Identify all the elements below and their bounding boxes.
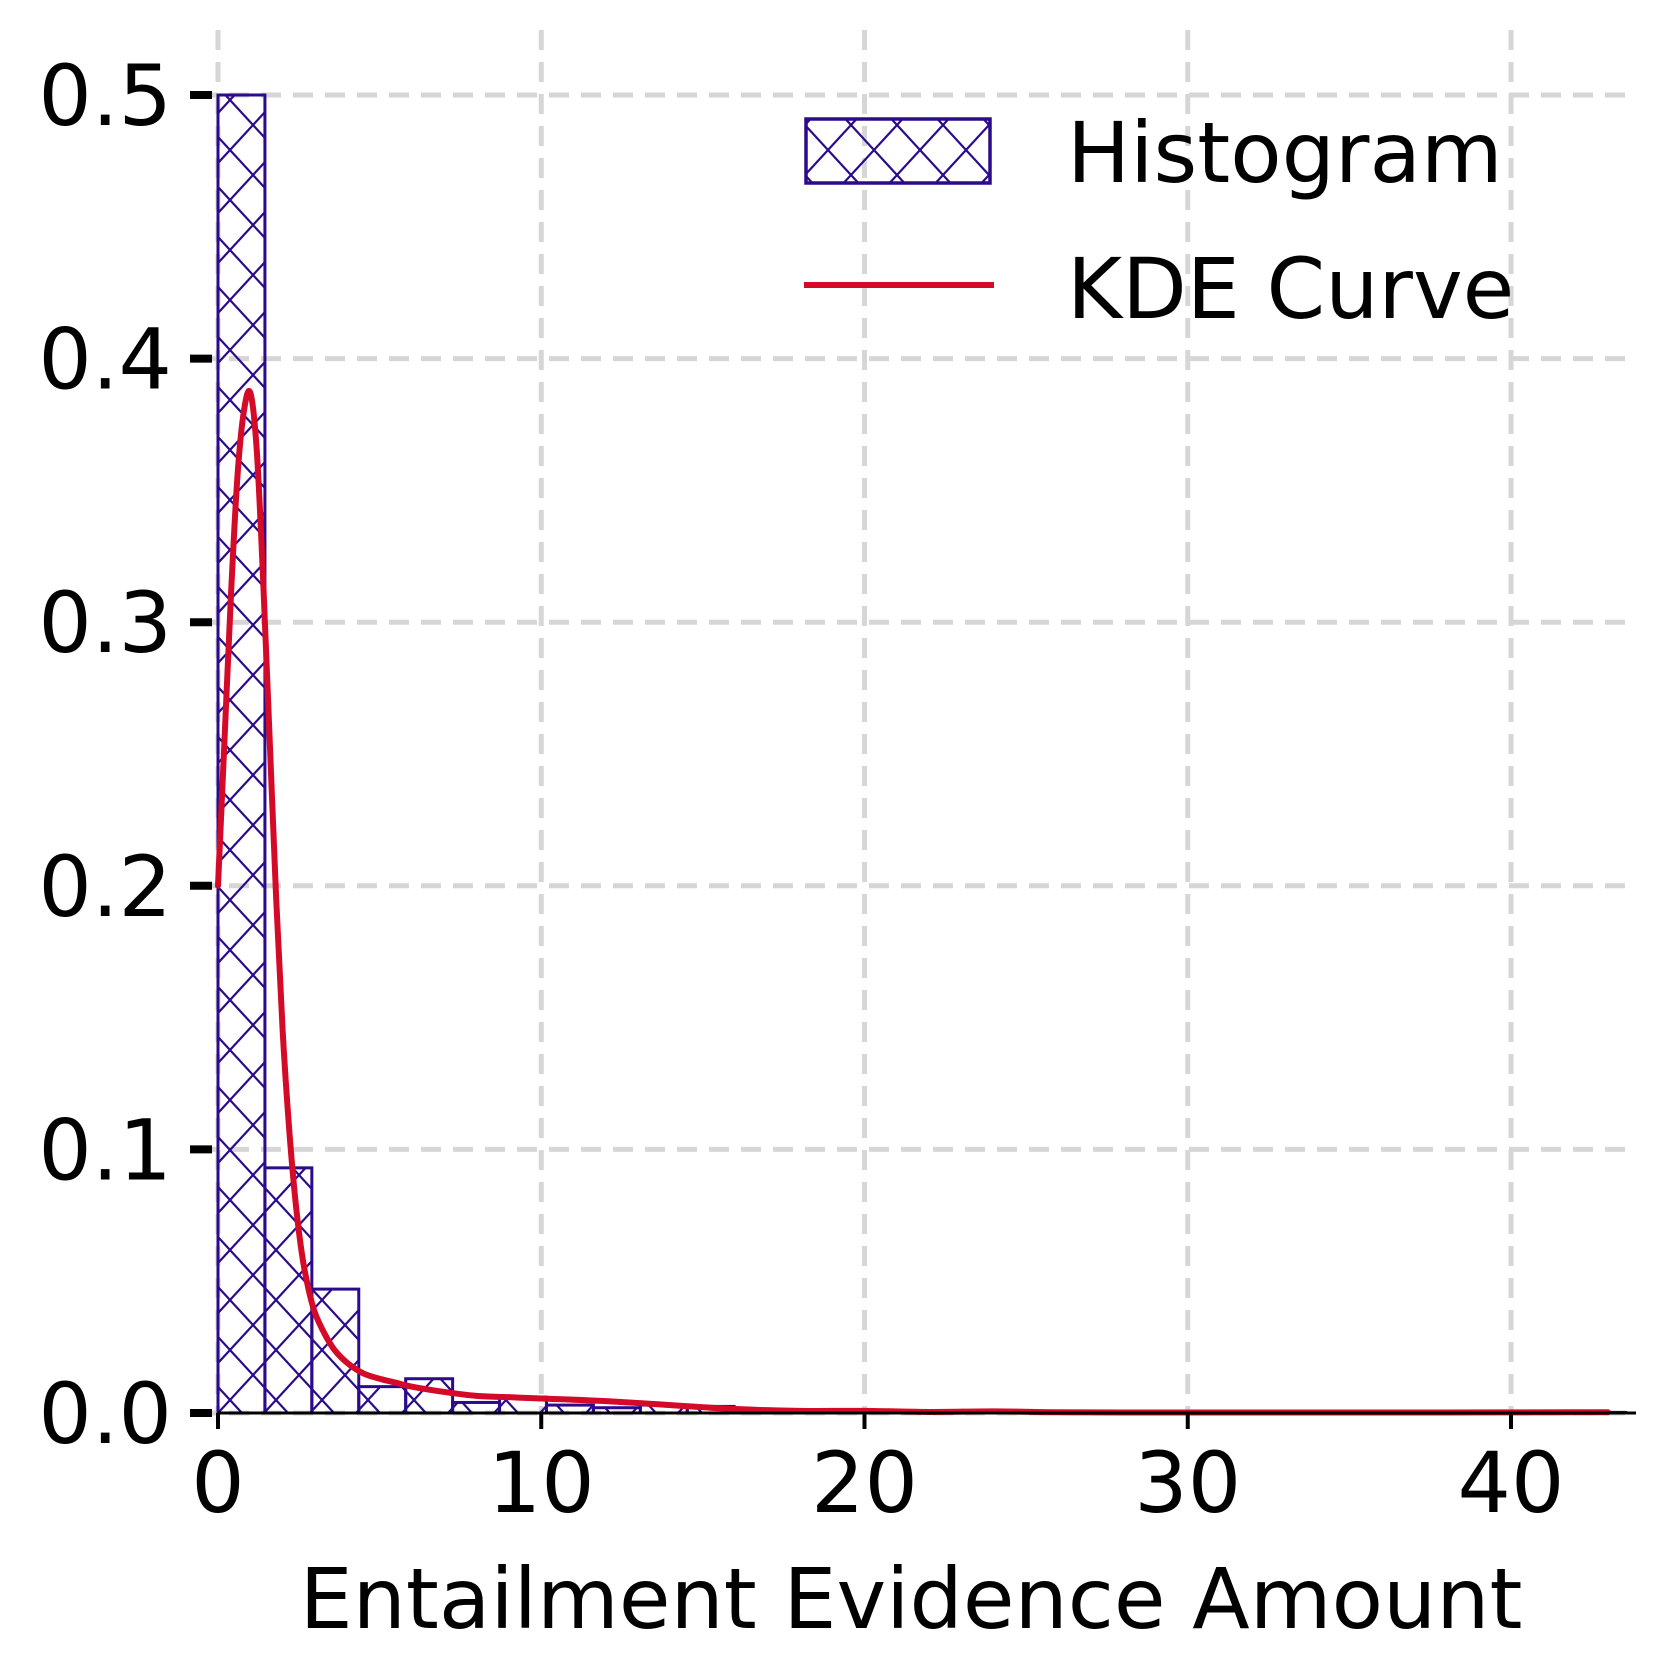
x-tick-label: 30	[1134, 1434, 1241, 1532]
legend: Histogram KDE Curve	[804, 104, 1514, 338]
x-tick-label: 20	[811, 1434, 918, 1532]
y-tick-label: 0.5	[38, 47, 172, 145]
y-tick-label: 0.1	[38, 1101, 172, 1199]
x-tick-label: 40	[1458, 1434, 1565, 1532]
y-axis-ticks: 0.0 0.1 0.2 0.3 0.4 0.5	[38, 47, 212, 1463]
y-tick-label: 0.3	[38, 574, 172, 672]
kde-curve-layer	[218, 391, 1608, 1413]
histogram-bar	[453, 1402, 500, 1413]
grid	[197, 30, 1636, 1413]
y-tick-label: 0.0	[38, 1365, 172, 1463]
x-tick-label: 0	[191, 1434, 244, 1532]
x-tick-label: 10	[488, 1434, 595, 1532]
legend-kde-label: KDE Curve	[1067, 240, 1514, 338]
x-axis-label: Entailment Evidence Amount	[300, 1550, 1523, 1648]
kde-curve	[218, 391, 1608, 1413]
y-tick-label: 0.2	[38, 838, 172, 936]
legend-histogram-label: Histogram	[1067, 104, 1503, 202]
histogram-bar	[359, 1387, 406, 1413]
histogram-bar	[265, 1168, 312, 1413]
x-axis-ticks: 0 10 20 30 40	[191, 1413, 1564, 1532]
legend-histogram-swatch	[806, 119, 990, 183]
y-tick-label: 0.4	[38, 311, 172, 409]
